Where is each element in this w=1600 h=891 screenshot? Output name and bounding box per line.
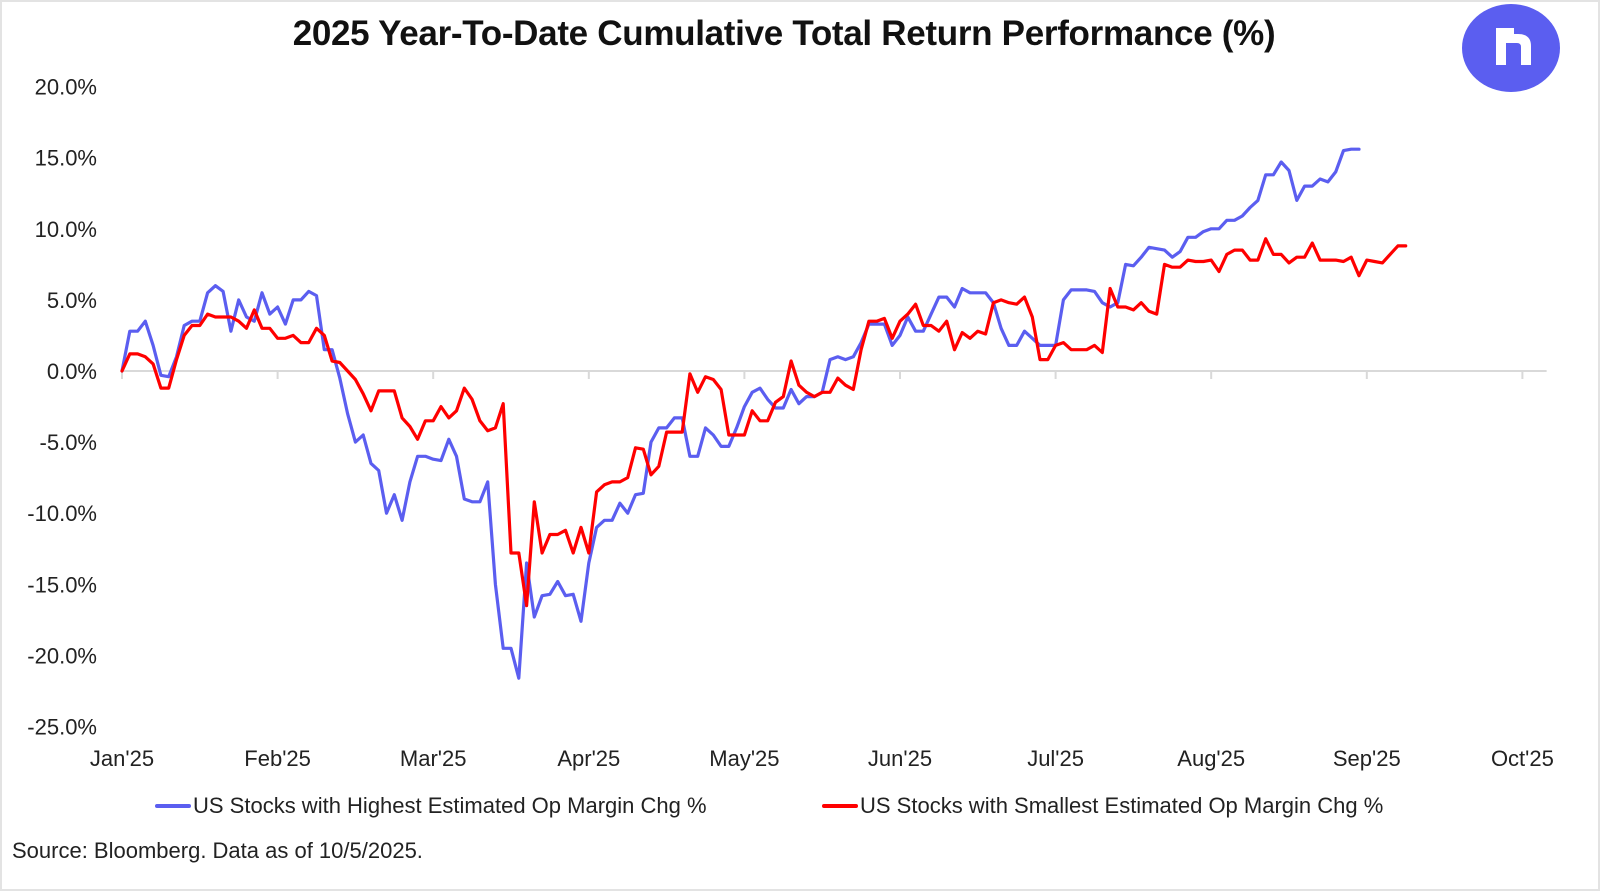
legend-swatch-red-icon <box>822 804 858 808</box>
brand-logo <box>1462 4 1560 92</box>
series-line-highest <box>120 147 1361 680</box>
legend-label-high: US Stocks with Highest Estimated Op Marg… <box>193 793 707 818</box>
axes: Jan'25 Feb'25 Mar'25 Apr'25 May'25 Jun'25 Jul'… <box>27 75 1554 771</box>
y-tick-label: -5.0% <box>40 430 97 455</box>
y-tick-label: 20.0% <box>35 75 97 100</box>
x-tick-label: Jul'25 <box>1027 746 1084 771</box>
x-tick-label: Sep'25 <box>1333 746 1401 771</box>
x-tick-label: Feb'25 <box>244 746 311 771</box>
y-tick-label: -25.0% <box>27 715 97 740</box>
legend-item-low: US Stocks with Smallest Estimated Op Mar… <box>822 793 1383 819</box>
series-group <box>120 147 1408 680</box>
y-tick-label: 0.0% <box>47 359 97 384</box>
y-tick-label: 15.0% <box>35 146 97 171</box>
x-tick-label: Jun'25 <box>868 746 932 771</box>
r-logo-icon <box>1496 28 1531 65</box>
y-tick-label: 5.0% <box>47 288 97 313</box>
x-tick-label: Apr'25 <box>557 746 620 771</box>
x-tick-label: Oct'25 <box>1491 746 1554 771</box>
y-tick-label: -20.0% <box>27 643 97 668</box>
legend-swatch-blue-icon <box>155 804 191 808</box>
series-line-smallest <box>120 237 1408 608</box>
y-tick-label: 10.0% <box>35 217 97 242</box>
legend-label-low: US Stocks with Smallest Estimated Op Mar… <box>860 793 1384 818</box>
x-tick-label: May'25 <box>709 746 779 771</box>
legend-item-high: US Stocks with Highest Estimated Op Marg… <box>155 793 707 819</box>
chart-title: 2025 Year-To-Date Cumulative Total Retur… <box>292 14 1276 53</box>
x-tick-label: Mar'25 <box>400 746 467 771</box>
y-tick-label: -15.0% <box>27 572 97 597</box>
x-tick-label: Aug'25 <box>1177 746 1245 771</box>
y-tick-label: -10.0% <box>27 501 97 526</box>
x-tick-label: Jan'25 <box>90 746 154 771</box>
source-note: Source: Bloomberg. Data as of 10/5/2025. <box>12 838 423 863</box>
